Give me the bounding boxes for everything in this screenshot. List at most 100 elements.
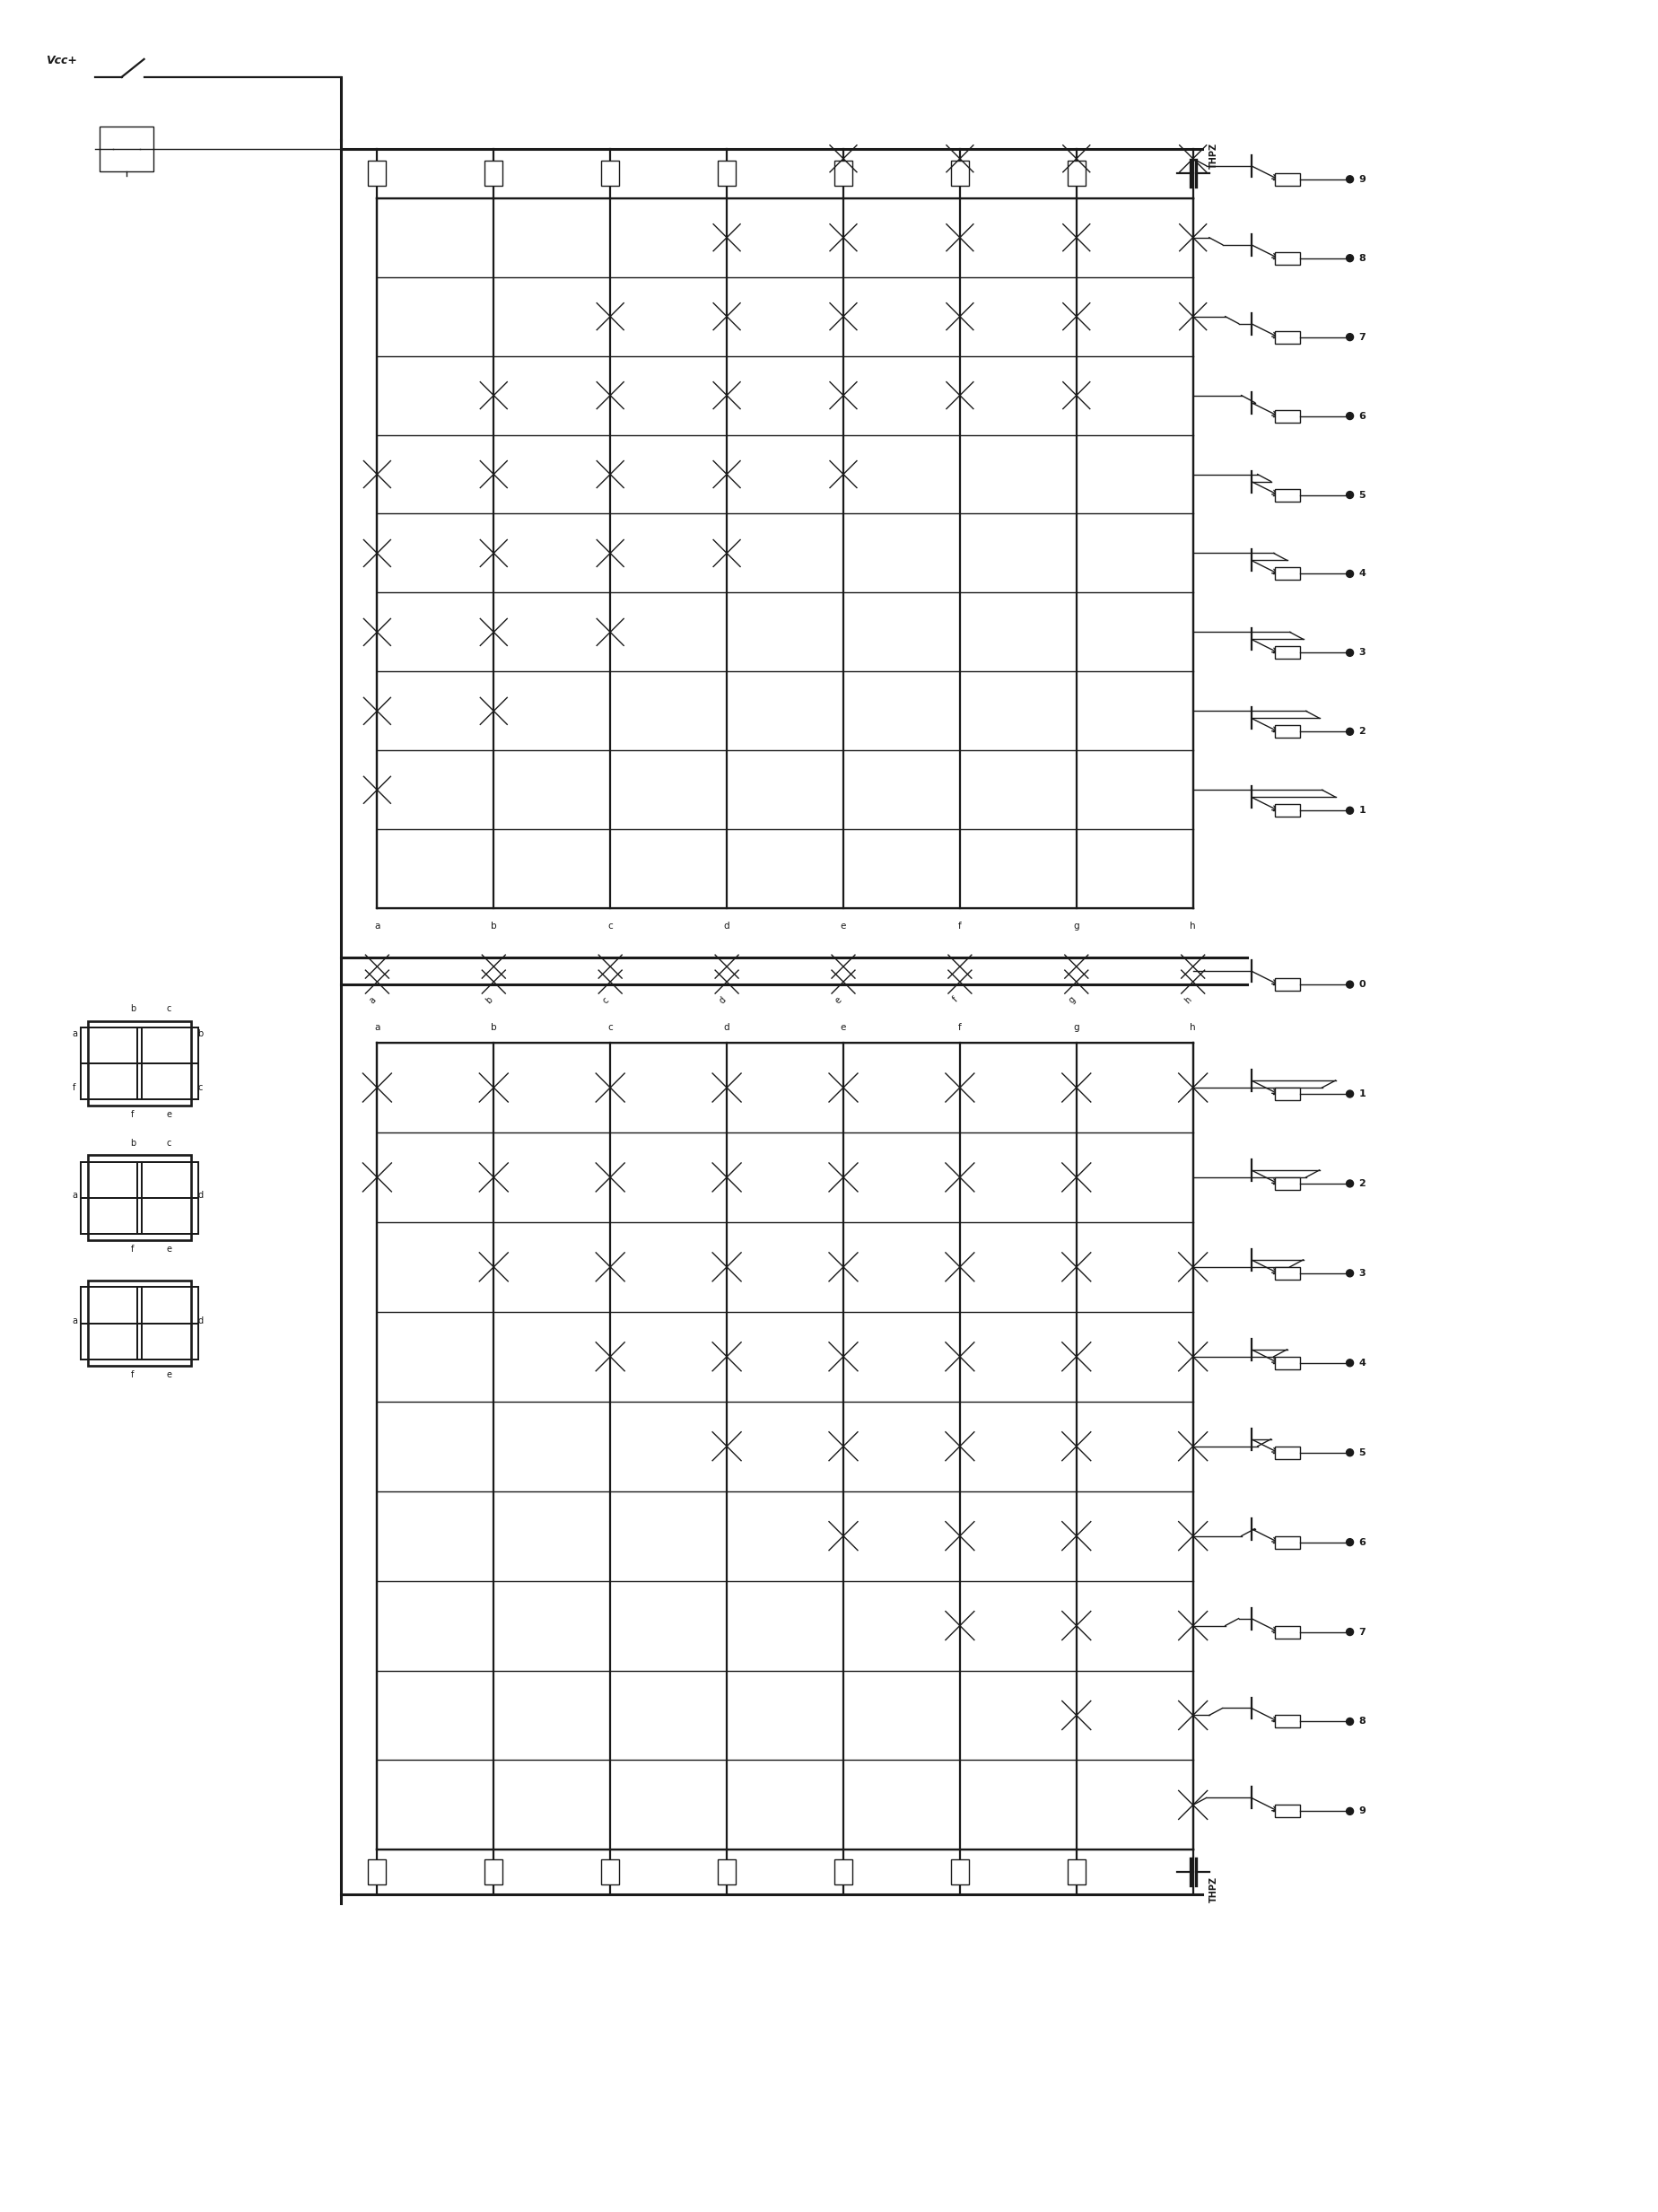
Circle shape [1346,334,1353,341]
Text: 4: 4 [1360,1358,1366,1367]
Bar [484,1860,502,1885]
Text: g: g [1073,922,1079,931]
Text: c: c [166,1139,171,1148]
Text: f: f [73,1084,75,1093]
Text: f: f [131,1110,134,1119]
Bar [1275,646,1300,659]
Text: 4: 4 [1360,568,1366,577]
Text: 5: 5 [1360,1449,1366,1458]
Circle shape [1346,1719,1353,1725]
Bar [1275,568,1300,580]
Text: Vcc+: Vcc+ [45,55,76,66]
Text: f: f [958,1022,962,1033]
Text: 3: 3 [1360,1270,1366,1279]
Circle shape [1346,1628,1353,1635]
Text: g: g [1066,995,1078,1006]
Bar [1275,409,1300,422]
Bar [1275,1626,1300,1639]
Text: b: b [131,1139,136,1148]
Text: c: c [608,922,613,931]
Text: e: e [166,1369,172,1378]
Circle shape [1346,1179,1353,1188]
Text: b: b [491,1022,497,1033]
Text: 8: 8 [1360,254,1366,263]
Circle shape [1346,1540,1353,1546]
Bar [718,1860,736,1885]
Bar [602,161,618,186]
Text: THPZ: THPZ [1209,144,1219,168]
Text: 9: 9 [1360,1807,1366,1816]
Bar [99,126,153,170]
Text: 1: 1 [1360,805,1366,814]
Text: 8: 8 [1360,1717,1366,1725]
Circle shape [1346,1270,1353,1276]
Text: d: d [197,1316,204,1325]
Text: 7: 7 [1360,1628,1366,1637]
Text: a: a [73,1029,78,1037]
Bar [88,1020,191,1106]
Bar [368,1860,386,1885]
Bar [952,1860,968,1885]
Bar [1275,1805,1300,1818]
Text: 6: 6 [1360,411,1366,420]
Bar [88,1155,191,1241]
Circle shape [1346,648,1353,657]
Bar [1275,332,1300,343]
Bar [952,161,968,186]
Text: d: d [197,1190,204,1199]
Text: a: a [368,995,378,1006]
Text: 1: 1 [1360,1088,1366,1099]
Text: d: d [718,995,728,1006]
Text: c: c [197,1084,202,1093]
Circle shape [1346,175,1353,184]
Circle shape [1346,1091,1353,1097]
Circle shape [1346,411,1353,420]
Text: e: e [841,1022,846,1033]
Text: e: e [166,1245,172,1254]
Text: a: a [375,1022,380,1033]
Bar [1275,1267,1300,1279]
Circle shape [1346,728,1353,734]
Text: g: g [1073,1022,1079,1033]
Text: f: f [131,1245,134,1254]
Bar [718,161,736,186]
Bar [1275,1177,1300,1190]
Text: h: h [1184,995,1194,1006]
Bar [1068,1860,1086,1885]
Bar [1275,1356,1300,1369]
Circle shape [1346,1449,1353,1455]
Text: 7: 7 [1360,332,1366,341]
Text: f: f [952,995,960,1004]
Text: 2: 2 [1360,728,1366,737]
Bar [1275,1535,1300,1548]
Bar [1275,726,1300,739]
Bar [484,161,502,186]
Text: 6: 6 [1360,1537,1366,1546]
Bar [834,1860,852,1885]
Text: d: d [725,922,730,931]
Text: h: h [1190,1022,1195,1033]
Text: 5: 5 [1360,491,1366,500]
Bar [368,161,386,186]
Bar [88,1281,191,1367]
Circle shape [1346,254,1353,261]
Text: b: b [484,995,494,1006]
Bar [602,1860,618,1885]
Circle shape [1346,980,1353,989]
Text: f: f [958,922,962,931]
Bar [1275,1714,1300,1728]
Text: d: d [725,1022,730,1033]
Text: a: a [73,1316,78,1325]
Bar [1275,489,1300,502]
Text: 9: 9 [1360,175,1366,184]
Text: 3: 3 [1360,648,1366,657]
Bar [1275,173,1300,186]
Text: THPZ: THPZ [1209,1876,1219,1902]
Circle shape [1346,491,1353,498]
Text: c: c [600,995,610,1004]
Text: b: b [491,922,497,931]
Text: b: b [197,1029,204,1037]
Bar [1275,978,1300,991]
Bar [834,161,852,186]
Text: a: a [73,1190,78,1199]
